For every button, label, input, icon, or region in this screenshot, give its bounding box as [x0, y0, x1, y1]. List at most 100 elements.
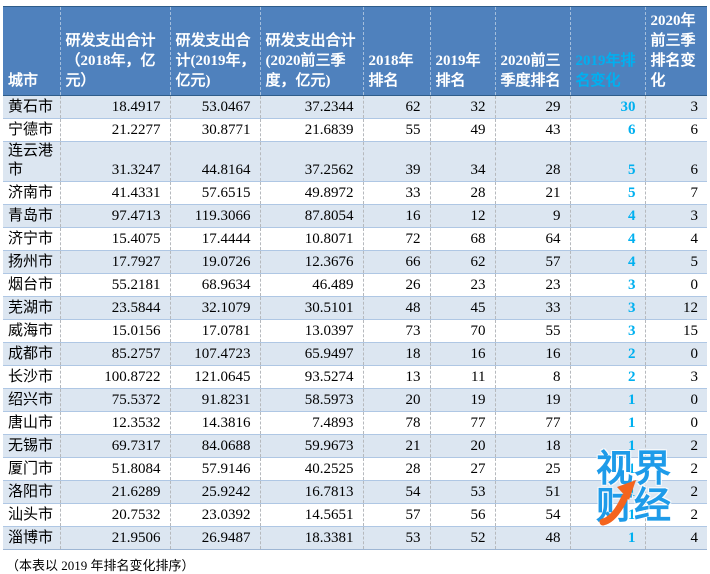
city-cell: 扬州市 [3, 250, 60, 274]
value-cell: 34 [429, 141, 495, 182]
value-cell: 66 [362, 250, 430, 274]
value-cell: 12 [429, 204, 495, 228]
value-cell: 5 [569, 141, 645, 182]
value-cell: 5 [569, 181, 645, 205]
column-header-4: 2018年排名 [362, 6, 430, 96]
value-cell: 14.5651 [259, 503, 363, 527]
value-cell: 2 [644, 503, 707, 527]
value-cell: 55.2181 [59, 273, 170, 297]
value-cell: 4 [569, 227, 645, 251]
table-row: 青岛市 97.4713 119.3066 87.8054 16 12 9 4 3 [3, 204, 707, 228]
city-cell: 芜湖市 [3, 296, 60, 320]
value-cell: 15.0156 [59, 319, 170, 343]
value-cell: 59.9673 [259, 434, 363, 458]
value-cell: 12 [644, 296, 707, 320]
value-cell: 15.4075 [59, 227, 170, 251]
value-cell: 28 [362, 457, 430, 481]
value-cell: 77 [494, 411, 570, 435]
city-cell: 洛阳市 [3, 480, 60, 504]
city-cell: 厦门市 [3, 457, 60, 481]
value-cell: 2 [644, 434, 707, 458]
city-cell: 唐山市 [3, 411, 60, 435]
value-cell: 37.2562 [259, 141, 363, 182]
value-cell: 21.2277 [59, 118, 170, 142]
watermark-line1: 视界 [596, 448, 672, 489]
value-cell: 19 [494, 388, 570, 412]
table-row: 济南市 41.4331 57.6515 49.8972 33 28 21 5 7 [3, 181, 707, 205]
value-cell: 87.8054 [259, 204, 363, 228]
column-header-2: 研发支出合计(2019年，亿元) [169, 6, 260, 96]
value-cell: 49.8972 [259, 181, 363, 205]
value-cell: 23 [429, 273, 495, 297]
table-row: 威海市 15.0156 17.0781 13.0397 73 70 55 3 15 [3, 319, 707, 343]
value-cell: 1 [569, 411, 645, 435]
value-cell: 51.8084 [59, 457, 170, 481]
city-cell: 济南市 [3, 181, 60, 205]
value-cell: 3 [644, 204, 707, 228]
value-cell: 48 [494, 526, 570, 550]
value-cell: 68 [429, 227, 495, 251]
value-cell: 55 [494, 319, 570, 343]
city-cell: 黄石市 [3, 95, 60, 119]
value-cell: 19 [429, 388, 495, 412]
value-cell: 20 [429, 434, 495, 458]
value-cell: 57 [362, 503, 430, 527]
value-cell: 16 [362, 204, 430, 228]
value-cell: 57.6515 [169, 181, 260, 205]
value-cell: 45 [429, 296, 495, 320]
column-header-7: 2019年排名变化 [569, 6, 645, 96]
value-cell: 28 [429, 181, 495, 205]
value-cell: 43 [494, 118, 570, 142]
value-cell: 53.0467 [169, 95, 260, 119]
value-cell: 1 [569, 526, 645, 550]
value-cell: 46.489 [259, 273, 363, 297]
table-row: 成都市 85.2757 107.4723 65.9497 18 16 16 2 0 [3, 342, 707, 366]
value-cell: 69.7317 [59, 434, 170, 458]
value-cell: 72 [362, 227, 430, 251]
value-cell: 16 [494, 342, 570, 366]
value-cell: 7.4893 [259, 411, 363, 435]
value-cell: 51 [494, 480, 570, 504]
city-cell: 威海市 [3, 319, 60, 343]
value-cell: 57 [494, 250, 570, 274]
value-cell: 21.6289 [59, 480, 170, 504]
value-cell: 8 [494, 365, 570, 389]
value-cell: 14.3816 [169, 411, 260, 435]
table-row: 宁德市 21.2277 30.8771 21.6839 55 49 43 6 6 [3, 118, 707, 142]
value-cell: 0 [644, 342, 707, 366]
value-cell: 52 [429, 526, 495, 550]
trend-arrow-icon [599, 480, 636, 526]
value-cell: 10.8071 [259, 227, 363, 251]
table-row: 连云港市 31.3247 44.8164 37.2562 39 34 28 5 6 [3, 141, 707, 182]
column-header-1: 研发支出合计（2018年，亿元） [59, 6, 170, 96]
value-cell: 21 [494, 181, 570, 205]
value-cell: 39 [362, 141, 430, 182]
table-row: 芜湖市 23.5844 32.1079 30.5101 48 45 33 3 12 [3, 296, 707, 320]
value-cell: 73 [362, 319, 430, 343]
city-cell: 无锡市 [3, 434, 60, 458]
value-cell: 41.4331 [59, 181, 170, 205]
table-row: 淄博市 21.9506 26.9487 18.3381 53 52 48 1 4 [3, 526, 707, 550]
value-cell: 5 [644, 250, 707, 274]
value-cell: 23 [494, 273, 570, 297]
value-cell: 25.9242 [169, 480, 260, 504]
value-cell: 28 [494, 141, 570, 182]
value-cell: 64 [494, 227, 570, 251]
value-cell: 58.5973 [259, 388, 363, 412]
value-cell: 1 [569, 457, 645, 481]
value-cell: 3 [569, 319, 645, 343]
value-cell: 25 [494, 457, 570, 481]
value-cell: 19.0726 [169, 250, 260, 274]
value-cell: 21.6839 [259, 118, 363, 142]
value-cell: 6 [644, 118, 707, 142]
value-cell: 70 [429, 319, 495, 343]
value-cell: 1 [569, 503, 645, 527]
header-row: 城市 研发支出合计（2018年，亿元） 研发支出合计(2019年，亿元) 研发支出合计… [3, 6, 707, 96]
watermark: 视界 财经 [596, 450, 678, 524]
value-cell: 91.8231 [169, 388, 260, 412]
value-cell: 27 [429, 457, 495, 481]
city-cell: 绍兴市 [3, 388, 60, 412]
value-cell: 16.7813 [259, 480, 363, 504]
city-cell: 济宁市 [3, 227, 60, 251]
value-cell: 93.5274 [259, 365, 363, 389]
